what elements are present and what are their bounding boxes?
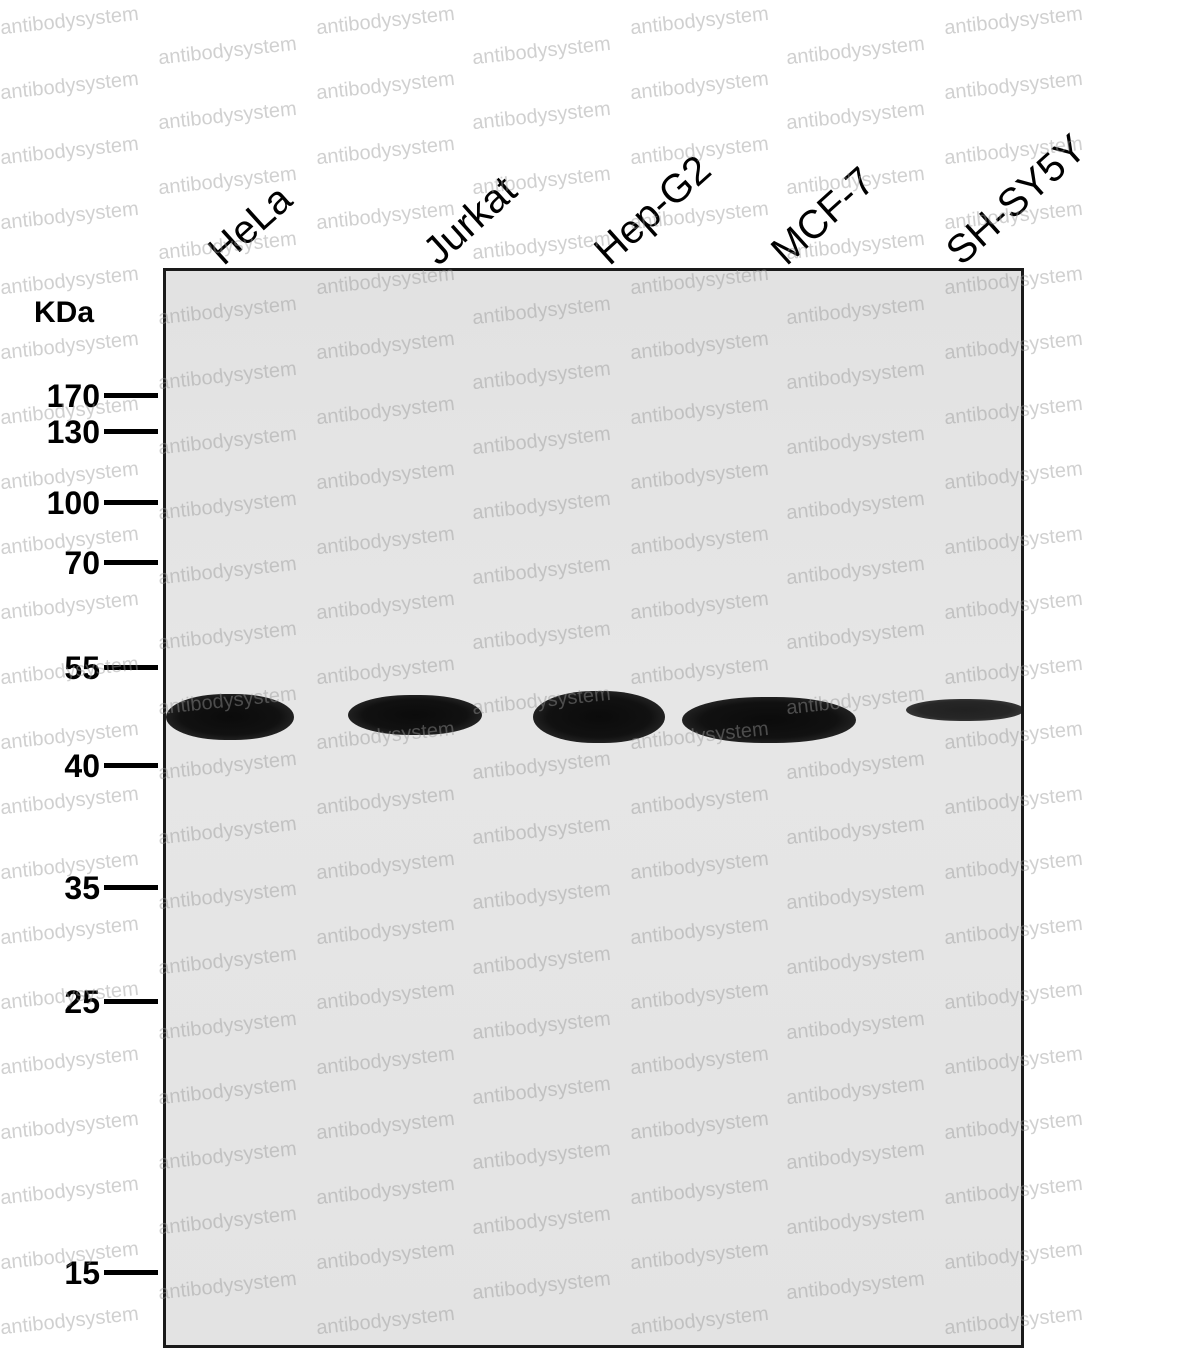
marker-tick-170	[104, 393, 158, 398]
marker-label-25: 25	[64, 984, 100, 1020]
lane-label-jurkat: Jurkat	[414, 167, 526, 274]
watermark-text: antibodysystem	[785, 97, 926, 135]
marker-label-35: 35	[64, 870, 100, 906]
watermark-text: antibodysystem	[943, 67, 1084, 105]
watermark-text: antibodysystem	[471, 32, 612, 70]
marker-label-55: 55	[64, 650, 100, 686]
watermark-text: antibodysystem	[0, 782, 140, 820]
watermark-text: antibodysystem	[785, 32, 926, 70]
marker-tick-35	[104, 885, 158, 890]
watermark-text: antibodysystem	[943, 2, 1084, 40]
watermark-text: antibodysystem	[315, 2, 456, 40]
watermark-text: antibodysystem	[0, 67, 140, 105]
band-sh-sy5y	[906, 699, 1021, 721]
marker-tick-25	[104, 999, 158, 1004]
marker-label-70: 70	[64, 545, 100, 581]
lane-label-hep-g2: Hep-G2	[585, 147, 720, 274]
marker-tick-55	[104, 665, 158, 670]
lane-label-mcf-7: MCF-7	[762, 159, 884, 274]
marker-label-100: 100	[46, 485, 100, 521]
marker-label-40: 40	[64, 748, 100, 784]
band-mcf-7	[682, 697, 856, 743]
watermark-text: antibodysystem	[471, 97, 612, 135]
watermark-text: antibodysystem	[315, 67, 456, 105]
band-hep-g2	[533, 691, 665, 743]
watermark-text: antibodysystem	[157, 32, 298, 70]
watermark-text: antibodysystem	[0, 262, 140, 300]
molecular-weight-unit: KDa	[34, 296, 95, 329]
marker-label-170: 170	[46, 378, 100, 414]
watermark-text: antibodysystem	[0, 2, 140, 40]
lane-label-hela: HeLa	[199, 176, 301, 274]
watermark-text: antibodysystem	[157, 97, 298, 135]
watermark-text: antibodysystem	[0, 587, 140, 625]
marker-tick-40	[104, 763, 158, 768]
watermark-text: antibodysystem	[629, 2, 770, 40]
watermark-text: antibodysystem	[0, 197, 140, 235]
watermark-text: antibodysystem	[629, 67, 770, 105]
watermark-text: antibodysystem	[0, 1302, 140, 1340]
watermark-text: antibodysystem	[0, 1107, 140, 1145]
watermark-text: antibodysystem	[315, 132, 456, 170]
marker-tick-130	[104, 429, 158, 434]
band-jurkat	[348, 695, 482, 735]
watermark-text: antibodysystem	[0, 1042, 140, 1080]
blot-membrane	[163, 268, 1024, 1348]
watermark-text: antibodysystem	[0, 1172, 140, 1210]
lane-label-sh-sy5y: SH-SY5Y	[937, 126, 1095, 274]
watermark-text: antibodysystem	[0, 132, 140, 170]
band-hela	[166, 694, 294, 740]
marker-label-130: 130	[46, 414, 100, 450]
watermark-text: antibodysystem	[0, 327, 140, 365]
watermark-text: antibodysystem	[0, 912, 140, 950]
marker-tick-100	[104, 500, 158, 505]
marker-tick-15	[104, 1270, 158, 1275]
marker-tick-70	[104, 560, 158, 565]
marker-label-15: 15	[64, 1255, 100, 1291]
